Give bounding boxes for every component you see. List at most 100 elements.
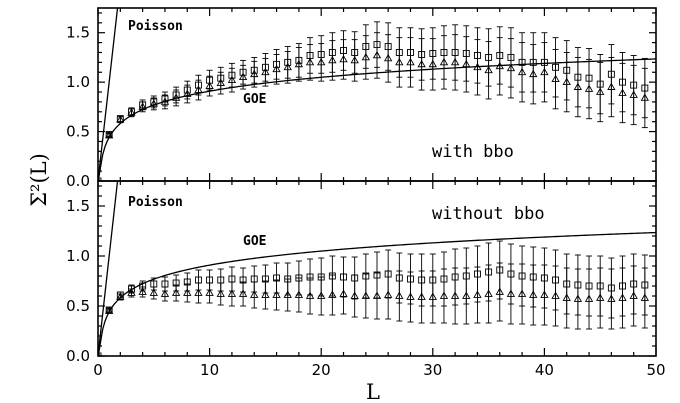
data-point-triangle — [328, 290, 337, 298]
data-point-triangle — [283, 290, 292, 298]
data-point-triangle — [250, 69, 259, 78]
data-point-triangle — [406, 57, 415, 66]
data-point-triangle — [149, 288, 158, 296]
data-point-triangle — [160, 289, 170, 297]
data-point-triangle — [383, 53, 393, 62]
data-point-triangle — [562, 77, 571, 85]
data-point-triangle — [596, 293, 605, 301]
y-axis-title: Σ²(L) — [27, 153, 51, 207]
y-tick-label: 0.0 — [66, 172, 90, 190]
data-point-triangle — [194, 288, 203, 296]
data-point-triangle — [261, 290, 270, 298]
data-point-triangle — [339, 289, 348, 297]
data-point-triangle — [495, 61, 504, 70]
data-point-triangle — [294, 59, 304, 68]
data-point-triangle — [540, 67, 549, 76]
data-point-triangle — [138, 287, 147, 295]
data-point-triangle — [116, 292, 125, 300]
data-point-triangle — [495, 287, 504, 295]
data-point-triangle — [618, 88, 627, 96]
data-point-triangle — [350, 55, 359, 64]
data-point-triangle — [584, 84, 594, 92]
data-point-triangle — [540, 290, 549, 298]
goe-curve — [98, 58, 656, 181]
data-point-triangle — [562, 293, 571, 301]
panel-annotation: without bbo — [432, 204, 545, 224]
data-point-triangle — [450, 291, 460, 299]
data-point-triangle — [328, 55, 337, 64]
data-point-triangle — [439, 291, 449, 299]
x-tick-label: 10 — [200, 361, 219, 379]
data-point-triangle — [127, 288, 136, 296]
data-point-triangle — [428, 292, 437, 300]
plot-area — [98, 181, 656, 356]
data-point-triangle — [116, 115, 125, 123]
data-point-triangle — [138, 102, 147, 110]
data-point-triangle — [450, 57, 460, 66]
x-tick-label: 30 — [423, 361, 442, 379]
y-tick-label: 0.5 — [66, 123, 90, 141]
data-point-triangle — [462, 59, 471, 68]
data-point-triangle — [227, 75, 237, 84]
data-point-triangle — [506, 289, 516, 297]
plot-area — [98, 8, 656, 181]
data-point-triangle — [529, 69, 538, 78]
data-point-triangle — [417, 59, 426, 68]
data-point-triangle — [372, 291, 382, 299]
y-tick-label: 1.0 — [66, 73, 90, 91]
data-point-triangle — [238, 289, 248, 297]
data-point-triangle — [640, 293, 650, 301]
data-point-triangle — [317, 57, 326, 66]
data-point-triangle — [473, 62, 482, 71]
data-point-triangle — [294, 290, 304, 298]
poisson-label: Poisson — [128, 19, 183, 34]
data-point-triangle — [406, 292, 415, 300]
poisson-label: Poisson — [128, 195, 183, 210]
data-point-triangle — [361, 52, 371, 61]
data-point-triangle — [98, 351, 101, 356]
goe-curve — [98, 231, 656, 356]
y-tick-label: 1.0 — [66, 247, 90, 265]
data-point-triangle — [462, 291, 471, 299]
data-point-triangle — [629, 90, 638, 98]
data-point-triangle — [339, 54, 348, 63]
panel-annotation: with bbo — [432, 142, 514, 162]
y-tick-label: 0.5 — [66, 297, 90, 315]
data-point-triangle — [194, 85, 203, 93]
poisson-curve — [98, 181, 119, 356]
data-point-triangle — [573, 82, 583, 90]
data-point-triangle — [607, 82, 616, 90]
data-point-triangle — [238, 72, 248, 81]
data-point-triangle — [283, 62, 292, 71]
data-point-triangle — [551, 291, 560, 299]
data-point-triangle — [216, 289, 225, 297]
data-point-triangle — [171, 93, 181, 101]
data-point-triangle — [529, 290, 538, 298]
plot-frame — [97, 180, 657, 357]
data-point-triangle — [439, 57, 449, 66]
panel-top: 0.0 0.5 1.0 1.5 with bbo Poisson GOE — [66, 7, 657, 190]
data-point-triangle — [205, 288, 214, 296]
data-point-triangle — [417, 292, 426, 300]
data-point-triangle — [473, 290, 482, 298]
data-point-triangle — [517, 67, 527, 76]
data-point-triangle — [484, 65, 493, 74]
data-point-triangle — [484, 289, 493, 297]
data-point-triangle — [640, 93, 650, 101]
goe-label: GOE — [243, 234, 266, 249]
data-point-triangle — [127, 108, 136, 116]
data-point-triangle — [350, 291, 359, 299]
data-point-triangle — [216, 78, 225, 86]
data-point-triangle — [383, 290, 393, 298]
data-point-triangle — [629, 291, 638, 299]
data-point-triangle — [183, 288, 192, 296]
data-point-triangle — [573, 294, 583, 302]
x-tick-label: 20 — [312, 361, 331, 379]
y-tick-label: 1.5 — [66, 197, 90, 215]
data-point-triangle — [372, 50, 382, 59]
data-point-triangle — [160, 97, 170, 105]
data-point-triangle — [361, 291, 371, 299]
data-point-triangle — [395, 291, 404, 299]
x-axis-title: L — [366, 380, 380, 403]
data-point-triangle — [227, 289, 237, 297]
